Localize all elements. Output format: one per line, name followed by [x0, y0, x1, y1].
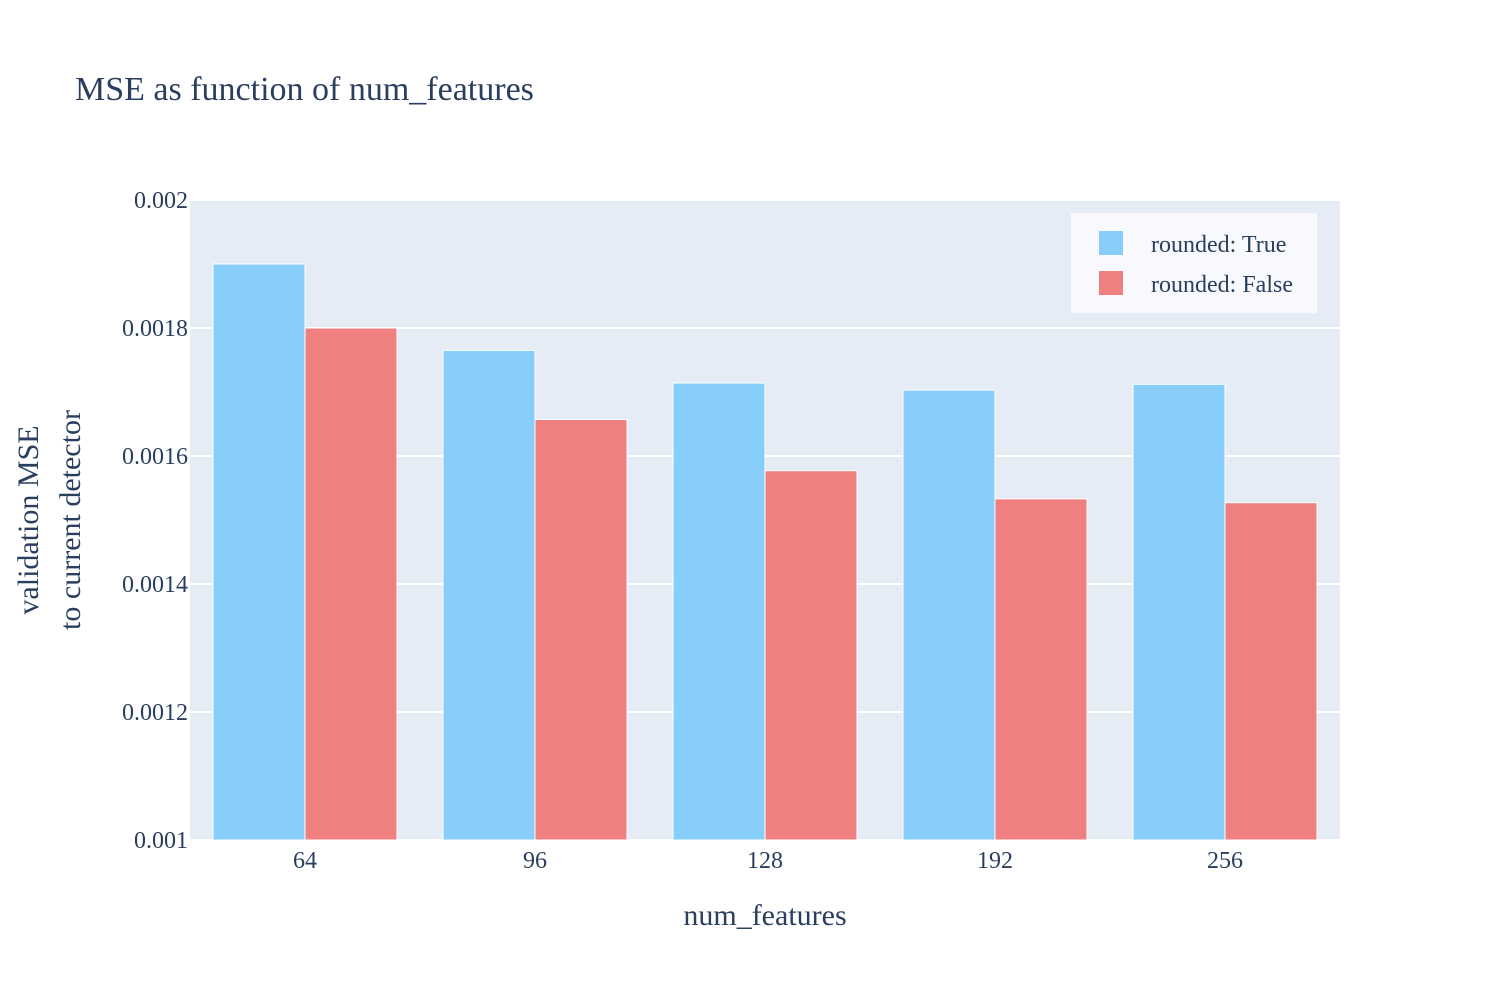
x-axis-ticks: 64 96 128 192 256 [293, 848, 1243, 874]
bar [1132, 383, 1226, 841]
bar [212, 263, 306, 841]
legend-background [1071, 213, 1317, 313]
bar [902, 389, 996, 841]
y-tick-label: 0.001 [134, 828, 188, 854]
bar [442, 349, 536, 841]
legend-label: rounded: True [1151, 232, 1286, 258]
x-tick-label: 192 [977, 848, 1013, 874]
x-axis-label: num_features [683, 899, 846, 932]
bar [304, 327, 398, 841]
legend-label: rounded: False [1151, 272, 1293, 298]
y-axis-label-line: validation MSE [12, 425, 45, 614]
y-axis-label-line: to current detector [54, 410, 87, 630]
legend-swatch [1099, 271, 1123, 295]
y-tick-label: 0.002 [134, 188, 188, 214]
y-tick-label: 0.0012 [122, 700, 188, 726]
chart-title: MSE as function of num_features [75, 71, 534, 108]
x-tick-label: 256 [1207, 848, 1243, 874]
y-axis-label: validation MSE to current detector [12, 410, 87, 630]
bar [1224, 502, 1318, 841]
legend: rounded: True rounded: False [1071, 213, 1317, 313]
y-tick-label: 0.0016 [122, 444, 188, 470]
y-tick-label: 0.0018 [122, 316, 188, 342]
y-tick-label: 0.0014 [122, 572, 188, 598]
bar [672, 382, 766, 841]
bar [534, 419, 628, 841]
bar [764, 470, 858, 841]
legend-swatch [1099, 231, 1123, 255]
x-tick-label: 64 [293, 848, 317, 874]
bars [212, 263, 1318, 841]
x-tick-label: 128 [747, 848, 783, 874]
bar [994, 498, 1088, 841]
x-tick-label: 96 [523, 848, 547, 874]
y-axis-ticks: 0.001 0.0012 0.0014 0.0016 0.0018 0.002 [122, 188, 188, 854]
